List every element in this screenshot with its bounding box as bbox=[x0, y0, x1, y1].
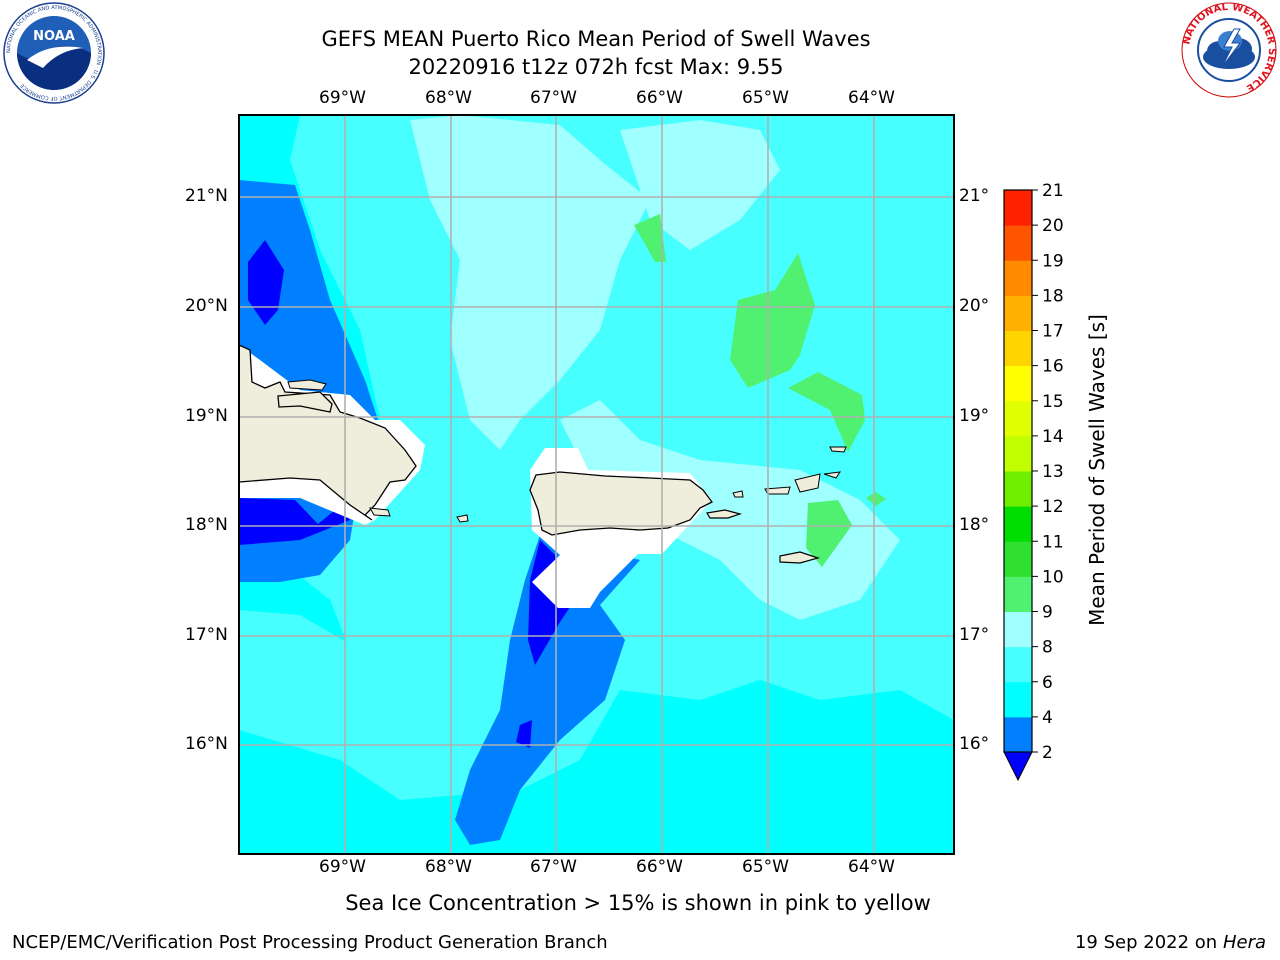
noaa-logo: NATIONAL OCEANIC AND ATMOSPHERIC ADMINIS… bbox=[3, 2, 105, 104]
svg-text:NOAA: NOAA bbox=[33, 29, 75, 44]
colorbar-tick-label: 21 bbox=[1042, 181, 1064, 201]
colorbar-swatch bbox=[1004, 365, 1032, 402]
colorbar-swatch bbox=[1004, 400, 1032, 437]
map-subtitle: 20220916 t12z 072h fcst Max: 9.55 bbox=[408, 55, 784, 79]
colorbar-tick-label: 17 bbox=[1042, 322, 1064, 342]
colorbar-tick-label: 18 bbox=[1042, 286, 1064, 306]
colorbar-label: Mean Period of Swell Waves [s] bbox=[1085, 314, 1109, 626]
land-saona bbox=[369, 507, 391, 517]
colorbar-tick-label: 14 bbox=[1042, 427, 1064, 447]
fill-6-8-patch bbox=[239, 610, 420, 720]
colorbar-swatch bbox=[1004, 681, 1032, 718]
credit: NCEP/EMC/Verification Post Processing Pr… bbox=[12, 932, 608, 953]
colorbar-ticks: 2 4 6 8 9 10 11 12 13 14 15 16 17 18 19 20 21 bbox=[1032, 181, 1064, 763]
lat-label-left: 21°N bbox=[185, 186, 228, 206]
colorbar-tick-label: 15 bbox=[1042, 392, 1064, 412]
fill-8-9 bbox=[410, 115, 650, 450]
colorbar-swatch bbox=[1004, 576, 1032, 612]
lat-label-left: 17°N bbox=[185, 625, 228, 645]
land-st-thomas bbox=[764, 486, 791, 495]
land-hispaniola bbox=[239, 344, 417, 521]
colorbar-swatch bbox=[1004, 295, 1032, 331]
colorbar-swatch bbox=[1004, 471, 1032, 507]
land-mona bbox=[456, 514, 469, 523]
lon-label-bottom: 64°W bbox=[848, 857, 895, 877]
contour-fills bbox=[239, 115, 954, 854]
colorbar-tick-label: 8 bbox=[1042, 638, 1053, 658]
fill-4-6-south bbox=[239, 680, 954, 854]
colorbar-tick-label: 10 bbox=[1042, 567, 1064, 587]
colorbar-tick-label: 20 bbox=[1042, 216, 1064, 236]
land-tortola bbox=[794, 473, 821, 493]
land-culebra bbox=[732, 490, 744, 498]
lon-label-bottom: 69°W bbox=[319, 857, 366, 877]
colorbar-swatch bbox=[1004, 260, 1032, 296]
lon-label-top: 66°W bbox=[636, 88, 683, 108]
timestamp: 19 Sep 2022 on Hera bbox=[1075, 932, 1266, 953]
nws-logo: NATIONAL WEATHER SERVICE bbox=[1181, 2, 1277, 98]
lat-label-left: 20°N bbox=[185, 296, 228, 316]
colorbar-tick-label: 2 bbox=[1042, 743, 1053, 763]
colorbar-swatch bbox=[1004, 330, 1032, 367]
colorbar-swatch bbox=[1004, 190, 1032, 226]
lon-label-bottom: 65°W bbox=[742, 857, 789, 877]
colorbar-tick-label: 4 bbox=[1042, 708, 1053, 728]
fill-below-2-dot bbox=[516, 720, 532, 748]
colorbar-tick-label: 6 bbox=[1042, 673, 1053, 693]
fill-below-2-west bbox=[248, 240, 284, 325]
graticule bbox=[239, 115, 954, 854]
system-name: Hera bbox=[1222, 932, 1266, 953]
colorbar-tick-label: 9 bbox=[1042, 603, 1053, 623]
fill-9-10-e bbox=[866, 492, 886, 506]
colorbar-swatch bbox=[1004, 541, 1032, 577]
lon-label-top: 65°W bbox=[742, 88, 789, 108]
map-title: GEFS MEAN Puerto Rico Mean Period of Swe… bbox=[321, 27, 871, 51]
fill-2-4-west bbox=[239, 180, 378, 420]
date-text: 19 Sep 2022 on bbox=[1074, 932, 1218, 953]
lon-label-top: 64°W bbox=[848, 88, 895, 108]
fill-8-9-east bbox=[560, 400, 900, 620]
lon-label-bottom: 68°W bbox=[425, 857, 472, 877]
colorbar-tick-label: 12 bbox=[1042, 497, 1064, 517]
lat-label-left: 18°N bbox=[185, 515, 228, 535]
fill-9-10-a bbox=[634, 214, 666, 262]
colorbar-swatch bbox=[1004, 646, 1032, 683]
colorbar-tick-label: 11 bbox=[1042, 532, 1064, 552]
lon-label-top: 68°W bbox=[425, 88, 472, 108]
colorbar-tick-label: 19 bbox=[1042, 251, 1064, 271]
sea-ice-note: Sea Ice Concentration > 15% is shown in … bbox=[345, 891, 931, 915]
land-anegada bbox=[829, 446, 847, 453]
lon-label-top: 67°W bbox=[530, 88, 577, 108]
colorbar-tick-label: 13 bbox=[1042, 462, 1064, 482]
land-virgin-gorda bbox=[823, 471, 842, 479]
fill-below-2-sw bbox=[239, 498, 350, 545]
colorbar-swatches bbox=[1003, 189, 1033, 782]
colorbar-tick-label: 16 bbox=[1042, 357, 1064, 377]
colorbar-swatch bbox=[1004, 435, 1032, 472]
fill-9-10-d bbox=[806, 500, 852, 567]
fill-9-10-c bbox=[788, 372, 865, 452]
land-st-croix bbox=[779, 551, 821, 564]
colorbar-swatch bbox=[1004, 506, 1032, 542]
land-vieques bbox=[706, 509, 743, 519]
colorbar-swatch bbox=[1004, 225, 1032, 261]
lon-label-bottom: 66°W bbox=[636, 857, 683, 877]
land-tortuga bbox=[277, 391, 333, 413]
land-north-islet bbox=[287, 379, 327, 391]
lon-label-bottom: 67°W bbox=[530, 857, 577, 877]
colorbar-swatch bbox=[1004, 716, 1032, 753]
lon-label-top: 69°W bbox=[319, 88, 366, 108]
lat-label-left: 19°N bbox=[185, 406, 228, 426]
fill-2-4-south bbox=[455, 535, 640, 845]
lat-label-left: 16°N bbox=[185, 734, 228, 754]
fill-9-10-b bbox=[730, 253, 815, 388]
colorbar: 2 4 6 8 9 10 11 12 13 14 15 16 17 18 19 20 21 bbox=[990, 180, 1080, 790]
colorbar-swatch bbox=[1004, 611, 1032, 648]
plot-border bbox=[238, 114, 955, 855]
